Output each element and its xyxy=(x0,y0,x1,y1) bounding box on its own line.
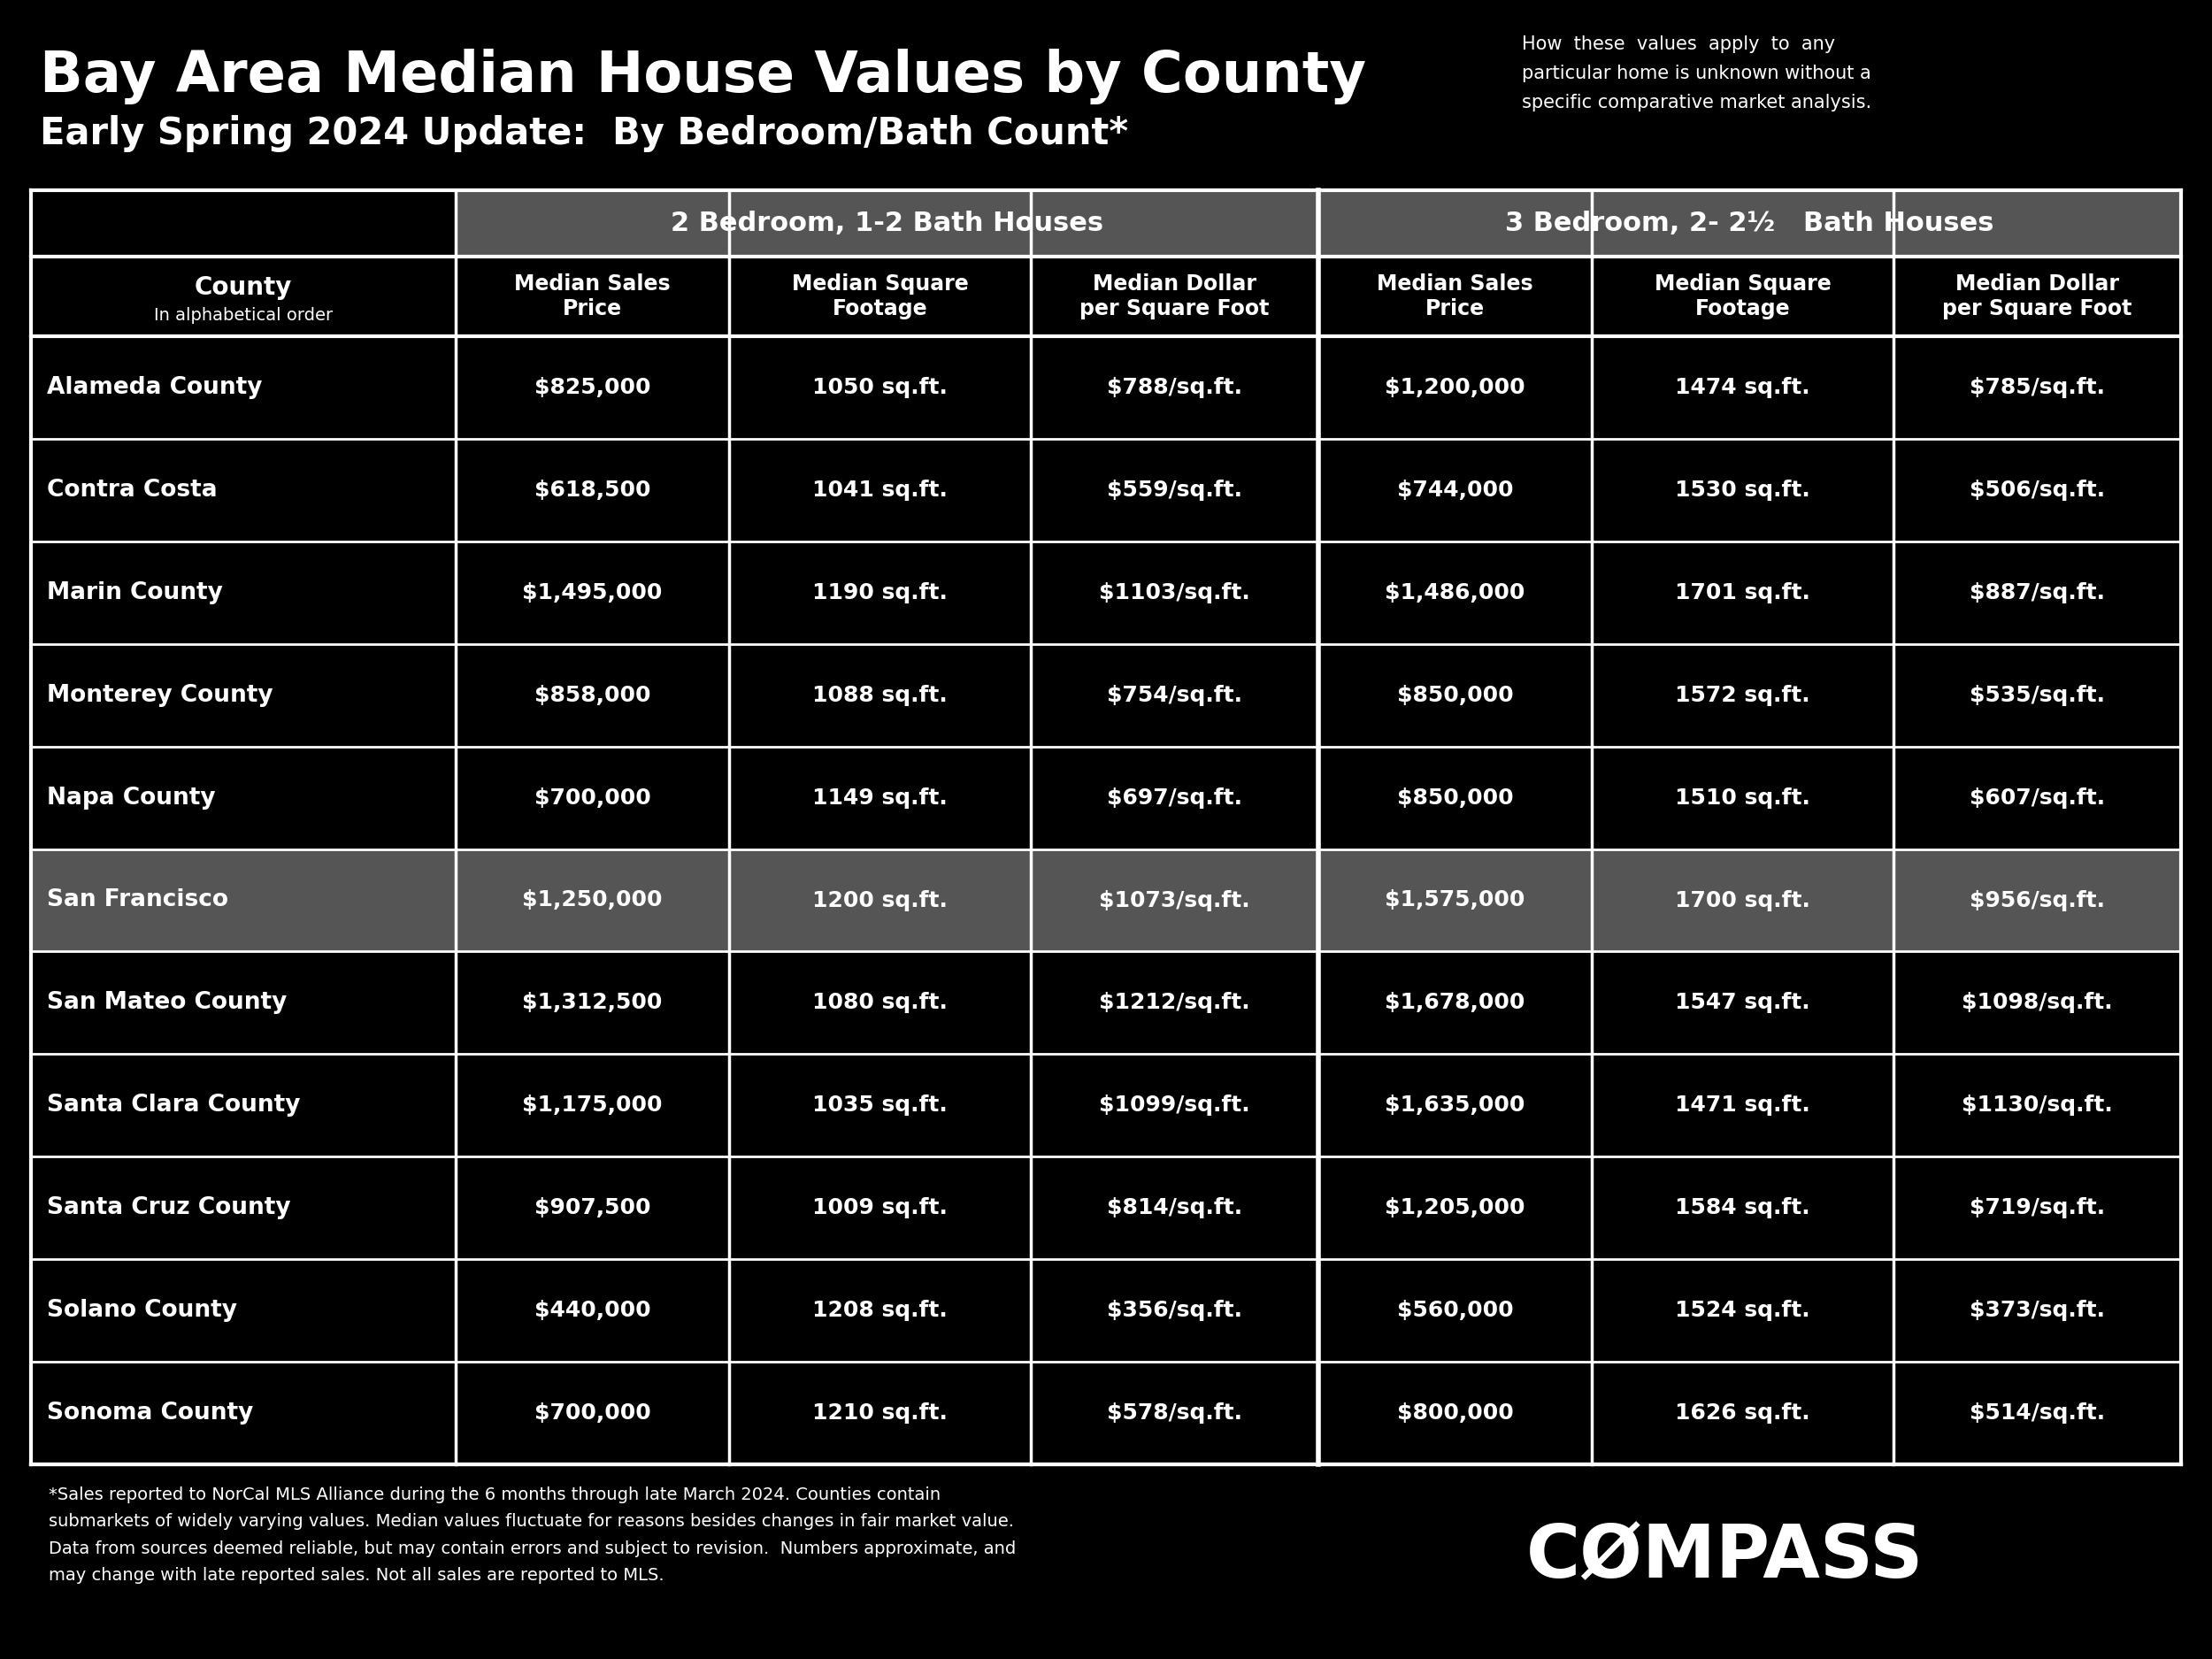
Text: $697/sq.ft.: $697/sq.ft. xyxy=(1106,786,1243,808)
Text: $754/sq.ft.: $754/sq.ft. xyxy=(1106,685,1243,705)
Text: $356/sq.ft.: $356/sq.ft. xyxy=(1106,1301,1243,1321)
Text: $506/sq.ft.: $506/sq.ft. xyxy=(1969,479,2106,501)
Text: 1210 sq.ft.: 1210 sq.ft. xyxy=(812,1402,947,1423)
Text: County: County xyxy=(195,275,292,300)
Text: $1,250,000: $1,250,000 xyxy=(522,889,664,911)
Text: $700,000: $700,000 xyxy=(533,1402,650,1423)
Text: 1584 sq.ft.: 1584 sq.ft. xyxy=(1674,1198,1809,1219)
Text: 1080 sq.ft.: 1080 sq.ft. xyxy=(812,992,947,1014)
Text: Monterey County: Monterey County xyxy=(46,684,272,707)
Text: 1572 sq.ft.: 1572 sq.ft. xyxy=(1674,685,1809,705)
Text: 1009 sq.ft.: 1009 sq.ft. xyxy=(812,1198,947,1219)
Bar xyxy=(1318,191,2181,257)
Text: CØMPASS: CØMPASS xyxy=(1526,1521,1924,1593)
Text: $1,495,000: $1,495,000 xyxy=(522,582,664,604)
Bar xyxy=(31,849,2181,952)
Text: $1103/sq.ft.: $1103/sq.ft. xyxy=(1099,582,1250,604)
Text: 1471 sq.ft.: 1471 sq.ft. xyxy=(1674,1095,1809,1117)
Text: $514/sq.ft.: $514/sq.ft. xyxy=(1969,1402,2106,1423)
Text: 1041 sq.ft.: 1041 sq.ft. xyxy=(812,479,947,501)
Text: Median Square
Footage: Median Square Footage xyxy=(1655,274,1832,319)
Text: San Mateo County: San Mateo County xyxy=(46,992,288,1014)
Text: 3 Bedroom, 2- 2½   Bath Houses: 3 Bedroom, 2- 2½ Bath Houses xyxy=(1504,211,1993,236)
Text: Bay Area Median House Values by County: Bay Area Median House Values by County xyxy=(40,48,1367,105)
Text: Marin County: Marin County xyxy=(46,581,223,604)
Text: 1701 sq.ft.: 1701 sq.ft. xyxy=(1674,582,1809,604)
Text: $825,000: $825,000 xyxy=(535,377,650,398)
Text: $1099/sq.ft.: $1099/sq.ft. xyxy=(1099,1095,1250,1117)
Text: 1510 sq.ft.: 1510 sq.ft. xyxy=(1674,786,1809,808)
Text: $1,575,000: $1,575,000 xyxy=(1385,889,1526,911)
Text: 1035 sq.ft.: 1035 sq.ft. xyxy=(812,1095,947,1117)
Text: 1547 sq.ft.: 1547 sq.ft. xyxy=(1674,992,1809,1014)
Text: $850,000: $850,000 xyxy=(1398,786,1513,808)
Text: $1073/sq.ft.: $1073/sq.ft. xyxy=(1099,889,1250,911)
Text: $719/sq.ft.: $719/sq.ft. xyxy=(1969,1198,2106,1219)
Text: Alameda County: Alameda County xyxy=(46,377,263,400)
Text: In alphabetical order: In alphabetical order xyxy=(155,307,332,324)
Text: 1050 sq.ft.: 1050 sq.ft. xyxy=(812,377,947,398)
Text: 1700 sq.ft.: 1700 sq.ft. xyxy=(1674,889,1809,911)
Text: $1,200,000: $1,200,000 xyxy=(1385,377,1526,398)
Text: Napa County: Napa County xyxy=(46,786,215,810)
Text: $535/sq.ft.: $535/sq.ft. xyxy=(1969,685,2106,705)
Text: Santa Cruz County: Santa Cruz County xyxy=(46,1196,290,1219)
Text: Contra Costa: Contra Costa xyxy=(46,478,217,501)
Text: $1098/sq.ft.: $1098/sq.ft. xyxy=(1962,992,2112,1014)
Text: $1,678,000: $1,678,000 xyxy=(1385,992,1526,1014)
Text: $887/sq.ft.: $887/sq.ft. xyxy=(1969,582,2106,604)
Text: $814/sq.ft.: $814/sq.ft. xyxy=(1106,1198,1243,1219)
Text: $956/sq.ft.: $956/sq.ft. xyxy=(1969,889,2106,911)
Text: $1130/sq.ft.: $1130/sq.ft. xyxy=(1962,1095,2112,1117)
Text: 1626 sq.ft.: 1626 sq.ft. xyxy=(1674,1402,1809,1423)
Text: 1190 sq.ft.: 1190 sq.ft. xyxy=(812,582,947,604)
Text: $1,486,000: $1,486,000 xyxy=(1385,582,1526,604)
Text: $578/sq.ft.: $578/sq.ft. xyxy=(1106,1402,1243,1423)
Text: 1208 sq.ft.: 1208 sq.ft. xyxy=(812,1301,947,1321)
Text: $559/sq.ft.: $559/sq.ft. xyxy=(1106,479,1243,501)
Text: $373/sq.ft.: $373/sq.ft. xyxy=(1969,1301,2106,1321)
Text: $800,000: $800,000 xyxy=(1398,1402,1513,1423)
Text: $440,000: $440,000 xyxy=(535,1301,650,1321)
Text: $858,000: $858,000 xyxy=(535,685,650,705)
Text: Solano County: Solano County xyxy=(46,1299,237,1322)
Text: 1088 sq.ft.: 1088 sq.ft. xyxy=(812,685,947,705)
Text: 1149 sq.ft.: 1149 sq.ft. xyxy=(812,786,947,808)
Text: $618,500: $618,500 xyxy=(535,479,650,501)
Text: $744,000: $744,000 xyxy=(1398,479,1513,501)
Text: *Sales reported to NorCal MLS Alliance during the 6 months through late March 20: *Sales reported to NorCal MLS Alliance d… xyxy=(49,1486,1015,1584)
Text: $1,205,000: $1,205,000 xyxy=(1385,1198,1526,1219)
Text: 1524 sq.ft.: 1524 sq.ft. xyxy=(1674,1301,1809,1321)
Text: How  these  values  apply  to  any
particular home is unknown without a
specific: How these values apply to any particular… xyxy=(1522,35,1871,111)
Text: $850,000: $850,000 xyxy=(1398,685,1513,705)
Text: 2 Bedroom, 1-2 Bath Houses: 2 Bedroom, 1-2 Bath Houses xyxy=(670,211,1104,236)
Text: 1200 sq.ft.: 1200 sq.ft. xyxy=(812,889,947,911)
Text: $1,635,000: $1,635,000 xyxy=(1385,1095,1526,1117)
Text: $1212/sq.ft.: $1212/sq.ft. xyxy=(1099,992,1250,1014)
Text: $700,000: $700,000 xyxy=(533,786,650,808)
Text: Median Dollar
per Square Foot: Median Dollar per Square Foot xyxy=(1942,274,2132,319)
Text: Median Sales
Price: Median Sales Price xyxy=(1378,274,1533,319)
Text: $785/sq.ft.: $785/sq.ft. xyxy=(1969,377,2106,398)
Text: 1530 sq.ft.: 1530 sq.ft. xyxy=(1674,479,1809,501)
Bar xyxy=(456,191,1318,257)
Text: $1,312,500: $1,312,500 xyxy=(522,992,664,1014)
Text: $560,000: $560,000 xyxy=(1398,1301,1513,1321)
Text: $607/sq.ft.: $607/sq.ft. xyxy=(1969,786,2106,808)
Text: $788/sq.ft.: $788/sq.ft. xyxy=(1106,377,1243,398)
Text: Sonoma County: Sonoma County xyxy=(46,1402,254,1425)
Text: Early Spring 2024 Update:  By Bedroom/Bath Count*: Early Spring 2024 Update: By Bedroom/Bat… xyxy=(40,114,1128,153)
Text: San Francisco: San Francisco xyxy=(46,889,228,912)
Text: Median Sales
Price: Median Sales Price xyxy=(515,274,670,319)
Text: $1,175,000: $1,175,000 xyxy=(522,1095,664,1117)
Text: Santa Clara County: Santa Clara County xyxy=(46,1093,301,1117)
Text: 1474 sq.ft.: 1474 sq.ft. xyxy=(1674,377,1809,398)
Text: Median Square
Footage: Median Square Footage xyxy=(792,274,969,319)
Text: $907,500: $907,500 xyxy=(535,1198,650,1219)
Text: Median Dollar
per Square Foot: Median Dollar per Square Foot xyxy=(1079,274,1270,319)
